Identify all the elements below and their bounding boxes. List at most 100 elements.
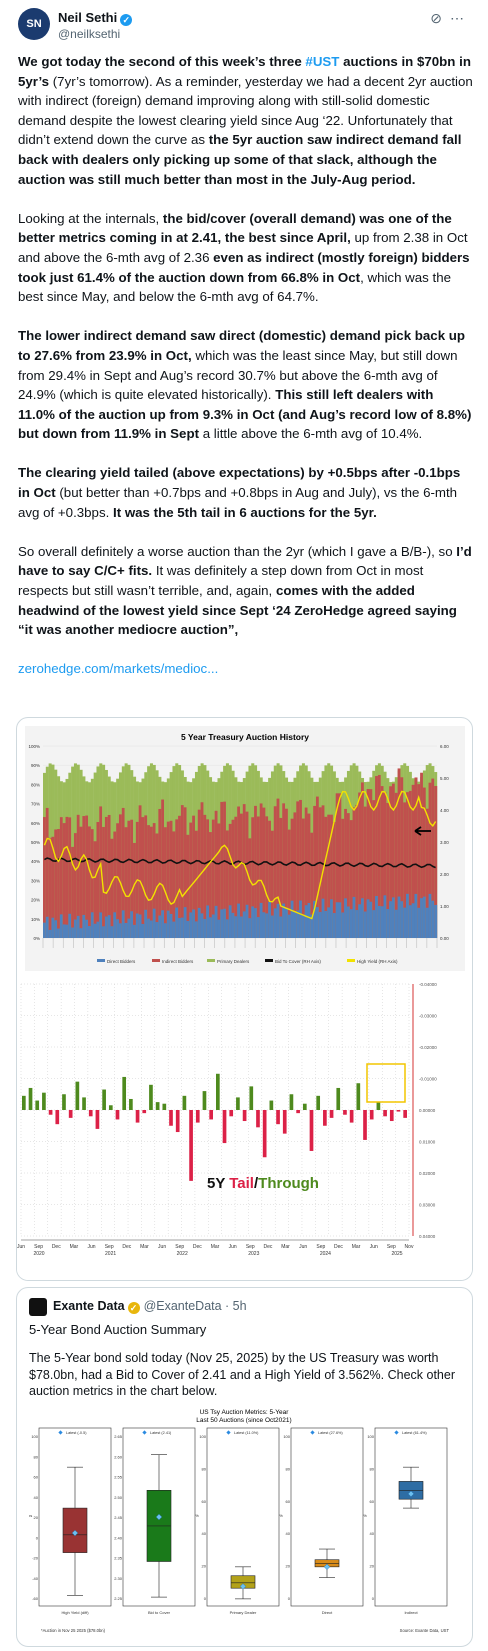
direct-bar	[400, 901, 404, 938]
direct-bar	[225, 919, 229, 938]
direct-bar	[161, 910, 165, 938]
box-tick-label: 0	[288, 1596, 291, 1601]
direct-bar	[155, 922, 159, 938]
avatar[interactable]: SN	[18, 8, 50, 40]
direct-bar	[265, 913, 269, 938]
direct-bar	[45, 916, 49, 938]
direct-bar	[90, 912, 94, 938]
direct-bar	[279, 916, 283, 938]
post-text-segment: Looking at the internals,	[18, 210, 163, 226]
indirect-bar	[189, 822, 193, 938]
x-tick-label: Jun	[229, 1244, 237, 1250]
indirect-bar	[96, 822, 100, 938]
right-tick-label: 0.01000	[419, 1140, 436, 1145]
tail-through-bar	[302, 1103, 307, 1110]
legend-swatch	[265, 959, 273, 962]
direct-bar	[422, 896, 426, 938]
year-label: 2020	[33, 1251, 44, 1257]
box-tick-label: -20	[32, 1556, 39, 1561]
tail-through-bar	[182, 1095, 187, 1110]
direct-bar	[431, 900, 435, 938]
tail-through-bar	[22, 1095, 26, 1110]
indirect-bar	[192, 815, 196, 938]
tail-through-bar	[108, 1105, 113, 1110]
legend-label: Direct Bidders	[107, 959, 136, 964]
indirect-bar	[394, 792, 398, 938]
direct-bar	[262, 912, 266, 938]
direct-bar	[214, 905, 218, 938]
indirect-bar	[425, 808, 429, 938]
direct-bar	[403, 907, 407, 938]
direct-bar	[234, 916, 238, 938]
panel-xlabel: Indirect	[404, 1610, 418, 1615]
right-tick-label: 5.00	[440, 776, 449, 781]
indirect-bar	[152, 823, 156, 938]
indirect-bar	[304, 807, 308, 938]
chart-bg	[17, 978, 472, 1280]
direct-bar	[346, 906, 350, 938]
direct-bar	[408, 905, 412, 938]
indirect-bar	[341, 818, 345, 938]
direct-bar	[88, 926, 92, 938]
tail-through-bar	[189, 1110, 193, 1181]
indirect-bar	[71, 846, 75, 938]
tail-through-bar	[356, 1083, 361, 1110]
tail-through-bar	[229, 1110, 234, 1117]
box-tick-label: 60	[34, 1475, 39, 1480]
latest-label: Latest (27.6%)	[318, 1431, 343, 1435]
image-card[interactable]: 5 Year Treasury Auction History 100% 90% 80…	[16, 717, 473, 1281]
post-body: We got today the second of this week’s t…	[18, 52, 473, 679]
boxplot-panel	[374, 1427, 448, 1607]
tail-through-bar	[316, 1095, 321, 1110]
direct-bar	[324, 910, 328, 938]
tail-through-bar	[88, 1110, 93, 1117]
post-paragraph-3: The lower indirect demand saw direct (do…	[18, 326, 473, 444]
x-tick-label: Dec	[334, 1244, 343, 1250]
direct-bar	[248, 918, 252, 938]
direct-bar	[361, 898, 365, 938]
quoted-post[interactable]: Exante Data ✓ @ExanteData · 5h 5-Year Bond…	[16, 1287, 473, 1647]
direct-bar	[206, 905, 210, 938]
direct-bar	[383, 895, 387, 938]
x-tick-label: Jun	[370, 1244, 378, 1250]
tail-through-bar	[349, 1110, 354, 1123]
indirect-bar	[315, 796, 319, 938]
direct-bar	[270, 915, 274, 938]
article-link[interactable]: zerohedge.com/markets/medioc...	[18, 661, 219, 677]
tail-through-bar	[115, 1110, 120, 1120]
quoted-title: 5-Year Bond Auction Summary	[29, 1322, 207, 1337]
author-name[interactable]: Neil Sethi ✓	[58, 10, 133, 26]
latest-label: Latest (61.4%)	[402, 1431, 427, 1435]
direct-bar	[310, 914, 314, 938]
legend-swatch	[347, 959, 355, 962]
direct-bar	[93, 923, 97, 938]
indirect-bar	[406, 792, 410, 938]
post-text-segment: , which was the best since May, and belo…	[18, 269, 451, 305]
tail-through-bar	[369, 1110, 374, 1120]
more-icon[interactable]: ⋯	[450, 10, 472, 26]
direct-bar	[377, 905, 381, 938]
direct-bar	[282, 903, 286, 938]
tail-through-bar	[28, 1087, 33, 1110]
direct-bar	[217, 919, 221, 938]
tail-through-bar	[343, 1110, 347, 1115]
grok-icon[interactable]: ⊘	[430, 10, 450, 26]
indirect-bar	[175, 819, 179, 938]
legend-swatch	[207, 959, 215, 962]
indirect-bar	[265, 816, 269, 938]
indirect-bar	[431, 778, 435, 938]
tail-through-bar	[403, 1110, 407, 1118]
x-tick-label: Mar	[211, 1244, 220, 1250]
indirect-bar	[130, 819, 134, 938]
direct-bar	[299, 900, 303, 938]
post-text-segment: a little above the 6-mth avg of 10.4%.	[199, 426, 423, 442]
indirect-bar	[65, 816, 69, 938]
post-text-segment: It was definitely a step down from Oct i…	[18, 563, 424, 599]
latest-point	[407, 1490, 415, 1497]
legend-label: Indirect Bidders	[162, 959, 194, 964]
indirect-bar	[169, 820, 173, 938]
hashtag-link[interactable]: #UST	[305, 54, 340, 69]
author-handle[interactable]: @neilksethi	[58, 27, 121, 41]
bid-to-cover-line	[44, 857, 436, 869]
tail-through-bar	[282, 1110, 287, 1134]
